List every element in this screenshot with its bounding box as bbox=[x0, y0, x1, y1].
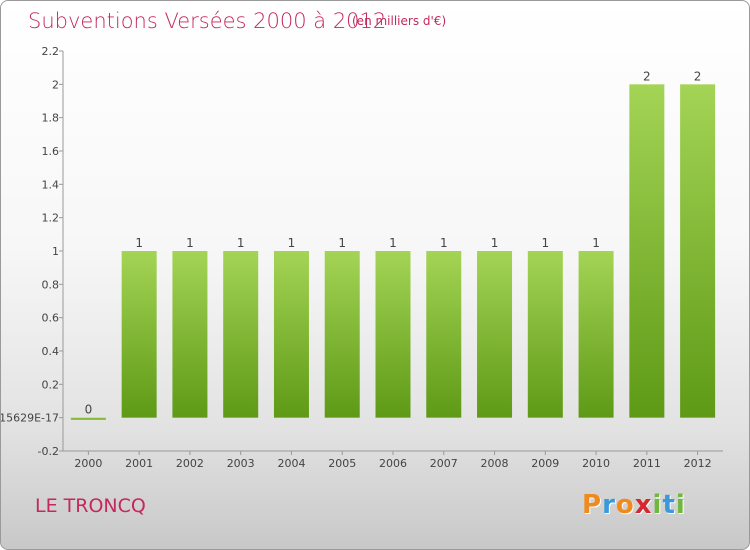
logo-letter: o bbox=[615, 490, 635, 520]
bar bbox=[629, 84, 665, 418]
logo-letter: P bbox=[582, 490, 603, 520]
bar-value-label: 1 bbox=[491, 236, 499, 250]
bar-value-label: 1 bbox=[389, 236, 397, 250]
y-tick-label: 1.2 bbox=[42, 212, 60, 225]
x-tick-label: 2012 bbox=[684, 457, 712, 470]
x-tick-label: 2003 bbox=[227, 457, 255, 470]
x-tick-label: 2006 bbox=[379, 457, 407, 470]
y-tick-label: 0.6 bbox=[42, 312, 60, 325]
bar bbox=[121, 251, 157, 418]
logo-letter: r bbox=[602, 490, 616, 520]
y-tick-label: -0.2 bbox=[38, 445, 59, 458]
x-tick-label: 2002 bbox=[176, 457, 204, 470]
bar-value-label: 2 bbox=[643, 69, 651, 83]
x-tick-label: 2005 bbox=[328, 457, 356, 470]
x-tick-label: 2007 bbox=[430, 457, 458, 470]
bar-value-label: 1 bbox=[186, 236, 194, 250]
logo-letter: t bbox=[662, 490, 676, 520]
proxiti-logo[interactable]: Proxiti bbox=[582, 490, 686, 520]
bar-value-label: 0 bbox=[85, 403, 93, 417]
bar bbox=[477, 251, 513, 418]
bar-value-label: 1 bbox=[440, 236, 448, 250]
bar bbox=[578, 251, 614, 418]
chart-title: Subventions Versées 2000 à 2012 bbox=[28, 9, 387, 33]
city-name: LE TRONCQ bbox=[35, 495, 146, 517]
y-tick-label: 0.4 bbox=[42, 345, 60, 358]
bar-value-label: 1 bbox=[288, 236, 296, 250]
bar-value-label: 1 bbox=[338, 236, 346, 250]
x-tick-label: 2009 bbox=[531, 457, 559, 470]
x-tick-label: 2008 bbox=[481, 457, 509, 470]
bar-value-label: 1 bbox=[237, 236, 245, 250]
y-tick-label: 2.2 bbox=[42, 45, 60, 58]
logo-letter: i bbox=[652, 490, 663, 520]
bar-value-label: 2 bbox=[694, 69, 702, 83]
bar bbox=[426, 251, 462, 418]
y-tick-label: 1.6 bbox=[42, 145, 60, 158]
bar bbox=[223, 251, 259, 418]
bar bbox=[375, 251, 411, 418]
y-tick-label: 2 bbox=[52, 78, 59, 91]
x-tick-label: 2001 bbox=[125, 457, 153, 470]
logo-letter: x bbox=[634, 490, 653, 520]
y-tick-label: 0.2 bbox=[42, 378, 60, 391]
x-tick-label: 2010 bbox=[582, 457, 610, 470]
bar bbox=[273, 251, 309, 418]
bar bbox=[680, 84, 716, 418]
bar bbox=[527, 251, 563, 418]
bar bbox=[324, 251, 360, 418]
bar-value-label: 1 bbox=[541, 236, 549, 250]
logo-letter: i bbox=[675, 490, 686, 520]
chart-subtitle: (en milliers d'€) bbox=[352, 14, 447, 28]
bar-value-label: 1 bbox=[592, 236, 600, 250]
y-tick-label: 1.8 bbox=[42, 112, 60, 125]
y-tick-label: 1.4 bbox=[42, 178, 60, 191]
y-tick-label: 0.8 bbox=[42, 278, 60, 291]
x-tick-label: 2004 bbox=[277, 457, 305, 470]
bar-value-label: 1 bbox=[135, 236, 143, 250]
x-tick-label: 2011 bbox=[633, 457, 661, 470]
y-tick-label: 1 bbox=[52, 245, 59, 258]
y-tick-label: -15629E-17 bbox=[1, 412, 59, 425]
bar bbox=[70, 417, 106, 420]
x-tick-label: 2000 bbox=[74, 457, 102, 470]
bar bbox=[172, 251, 208, 418]
